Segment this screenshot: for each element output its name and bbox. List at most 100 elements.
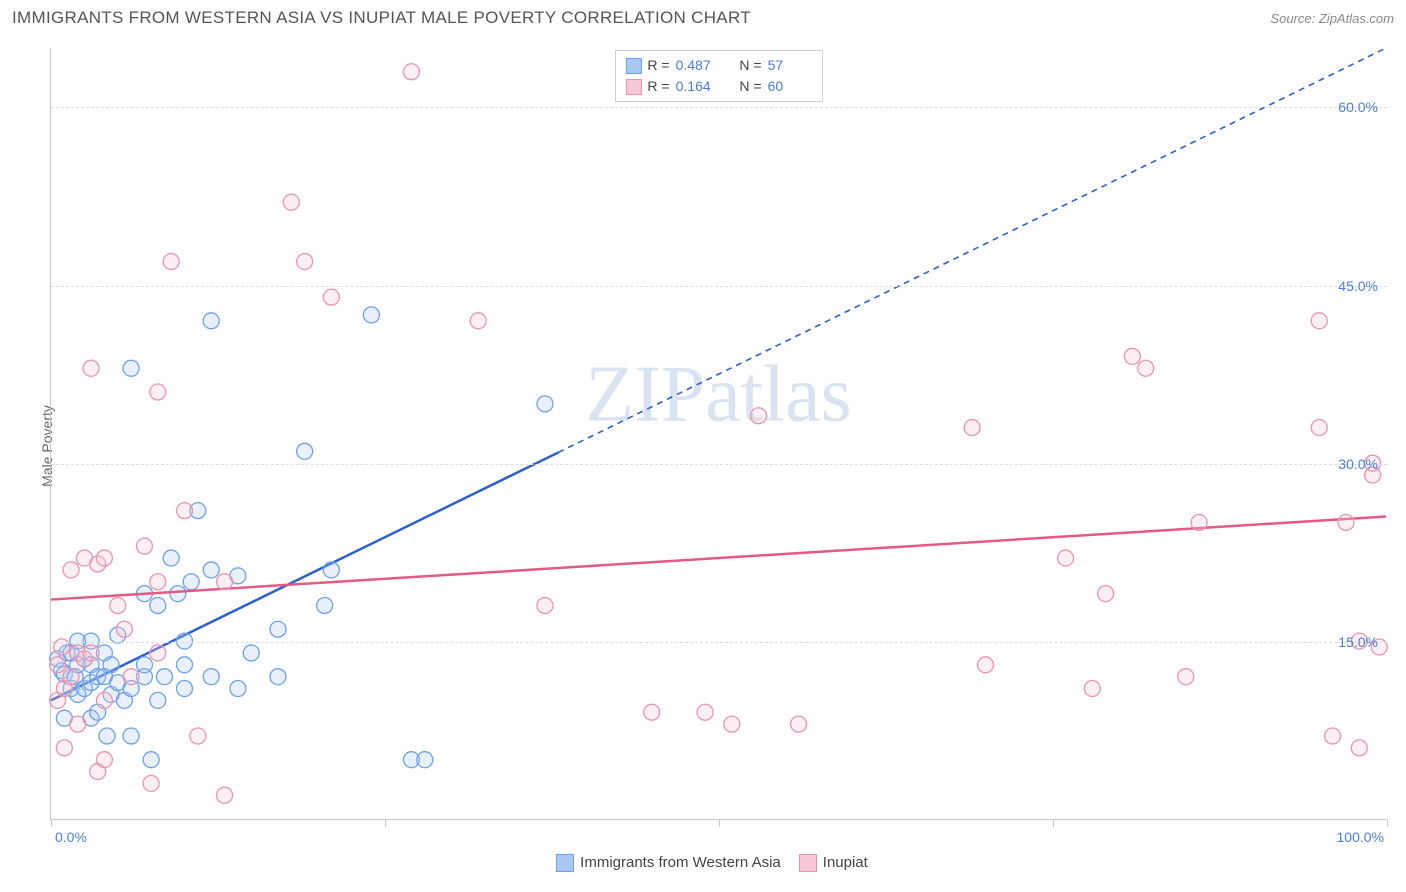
data-point bbox=[1138, 360, 1154, 376]
stat-n-value: 57 bbox=[768, 55, 812, 76]
legend-label: Immigrants from Western Asia bbox=[580, 854, 781, 871]
chart-title: IMMIGRANTS FROM WESTERN ASIA VS INUPIAT … bbox=[12, 8, 751, 28]
data-point bbox=[156, 669, 172, 685]
source-attribution: Source: ZipAtlas.com bbox=[1270, 11, 1394, 26]
data-point bbox=[1338, 514, 1354, 530]
gridline bbox=[51, 464, 1387, 465]
data-point bbox=[323, 289, 339, 305]
stat-n-label: N = bbox=[739, 76, 761, 97]
data-point bbox=[63, 562, 79, 578]
gridline bbox=[51, 286, 1387, 287]
trendline bbox=[51, 452, 558, 700]
data-point bbox=[1098, 586, 1114, 602]
data-point bbox=[103, 657, 119, 673]
data-point bbox=[96, 692, 112, 708]
data-point bbox=[203, 669, 219, 685]
data-point bbox=[50, 657, 66, 673]
data-point bbox=[150, 574, 166, 590]
stat-n-label: N = bbox=[739, 55, 761, 76]
data-point bbox=[183, 574, 199, 590]
data-point bbox=[1191, 514, 1207, 530]
data-point bbox=[203, 313, 219, 329]
data-point bbox=[83, 645, 99, 661]
data-point bbox=[417, 752, 433, 768]
data-point bbox=[243, 645, 259, 661]
data-point bbox=[270, 669, 286, 685]
data-point bbox=[1178, 669, 1194, 685]
stat-r-label: R = bbox=[647, 55, 669, 76]
data-point bbox=[537, 396, 553, 412]
y-tick-label: 30.0% bbox=[1338, 456, 1378, 472]
data-point bbox=[96, 550, 112, 566]
data-point bbox=[1351, 740, 1367, 756]
plot-svg bbox=[51, 48, 1386, 819]
x-tick-label: 0.0% bbox=[55, 829, 87, 845]
y-tick-label: 15.0% bbox=[1338, 634, 1378, 650]
data-point bbox=[116, 621, 132, 637]
data-point bbox=[297, 443, 313, 459]
data-point bbox=[203, 562, 219, 578]
data-point bbox=[150, 598, 166, 614]
data-point bbox=[163, 254, 179, 270]
data-point bbox=[83, 360, 99, 376]
data-point bbox=[96, 752, 112, 768]
data-point bbox=[964, 420, 980, 436]
x-tick bbox=[51, 819, 52, 827]
data-point bbox=[110, 598, 126, 614]
data-point bbox=[123, 360, 139, 376]
data-point bbox=[230, 681, 246, 697]
data-point bbox=[363, 307, 379, 323]
data-point bbox=[317, 598, 333, 614]
data-point bbox=[1084, 681, 1100, 697]
legend-swatch bbox=[556, 854, 574, 872]
data-point bbox=[1124, 348, 1140, 364]
stats-legend-row: R = 0.487 N = 57 bbox=[625, 55, 811, 76]
trendline bbox=[51, 517, 1386, 600]
data-point bbox=[1325, 728, 1341, 744]
y-tick-label: 45.0% bbox=[1338, 278, 1378, 294]
data-point bbox=[177, 681, 193, 697]
data-point bbox=[150, 384, 166, 400]
data-point bbox=[150, 692, 166, 708]
y-tick-label: 60.0% bbox=[1338, 99, 1378, 115]
data-point bbox=[791, 716, 807, 732]
data-point bbox=[177, 657, 193, 673]
data-point bbox=[150, 645, 166, 661]
data-point bbox=[136, 657, 152, 673]
bottom-legend: Immigrants from Western Asia Inupiat bbox=[0, 854, 1406, 872]
data-point bbox=[1311, 420, 1327, 436]
data-point bbox=[123, 728, 139, 744]
data-point bbox=[143, 752, 159, 768]
x-tick bbox=[719, 819, 720, 827]
data-point bbox=[1311, 313, 1327, 329]
data-point bbox=[270, 621, 286, 637]
stats-legend-row: R =0.164 N =60 bbox=[625, 76, 811, 97]
data-point bbox=[99, 728, 115, 744]
data-point bbox=[70, 716, 86, 732]
data-point bbox=[644, 704, 660, 720]
legend-swatch bbox=[625, 58, 641, 74]
x-tick bbox=[385, 819, 386, 827]
data-point bbox=[297, 254, 313, 270]
legend-label: Inupiat bbox=[823, 854, 868, 871]
legend-swatch bbox=[799, 854, 817, 872]
x-tick bbox=[1053, 819, 1054, 827]
gridline bbox=[51, 642, 1387, 643]
data-point bbox=[978, 657, 994, 673]
data-point bbox=[323, 562, 339, 578]
plot-area: ZIPatlas R =0.487 N =57R =0.164 N =60 15… bbox=[50, 48, 1386, 820]
data-point bbox=[283, 194, 299, 210]
stat-r-value: 0.487 bbox=[676, 55, 720, 76]
data-point bbox=[56, 740, 72, 756]
stat-r-label: R = bbox=[647, 76, 669, 97]
data-point bbox=[170, 586, 186, 602]
legend-swatch bbox=[625, 79, 641, 95]
data-point bbox=[190, 728, 206, 744]
data-point bbox=[123, 669, 139, 685]
data-point bbox=[143, 775, 159, 791]
stats-legend: R = 0.487 N = 57R =0.164 N =60 bbox=[614, 50, 822, 102]
data-point bbox=[1058, 550, 1074, 566]
data-point bbox=[177, 503, 193, 519]
data-point bbox=[217, 574, 233, 590]
data-point bbox=[217, 787, 233, 803]
